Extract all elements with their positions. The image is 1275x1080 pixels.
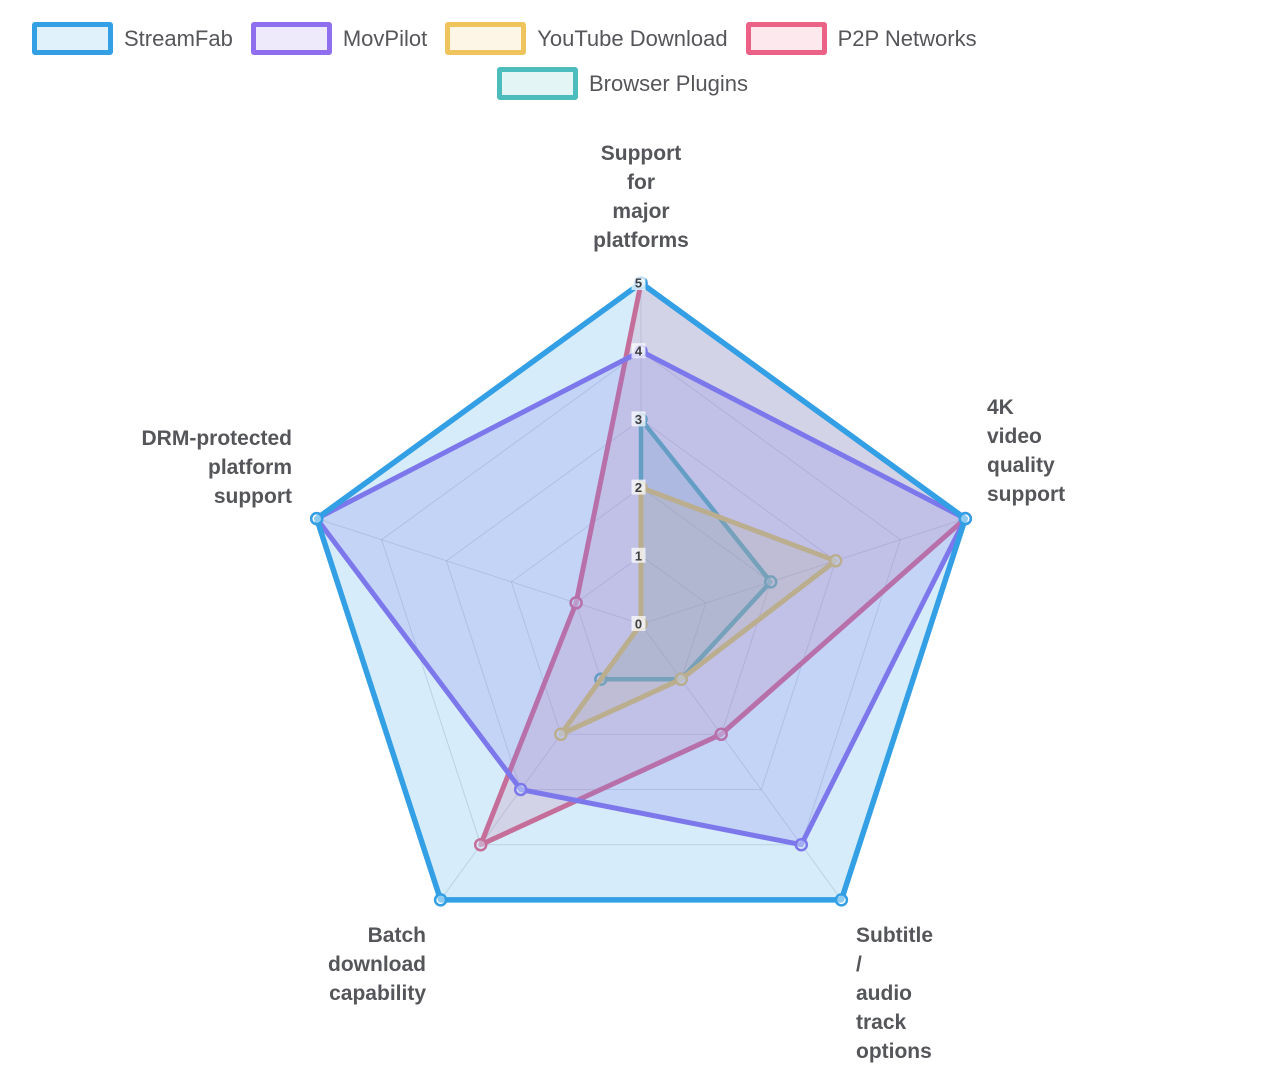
grid-ring-3 <box>445 418 837 790</box>
tick-label-4: 4 <box>635 344 643 359</box>
tick-backdrop-2 <box>631 479 646 495</box>
grid-ring-2 <box>510 486 772 735</box>
series-polygon-streamfab <box>313 280 969 903</box>
legend-swatch-youtube-download <box>445 22 527 55</box>
legend-label-streamfab: StreamFab <box>124 25 233 51</box>
legend-label-movpilot: MovPilot <box>342 25 428 51</box>
legend-label-p2p-networks: P2P Networks <box>837 25 977 51</box>
legend-swatch-browser-plugins <box>497 67 578 100</box>
chart-legend: StreamFab MovPilot YouTube Download P2P … <box>0 22 1275 100</box>
legend-item-streamfab[interactable]: StreamFab <box>32 22 233 55</box>
series-point-browser-plugins-axis-1[interactable] <box>763 575 778 589</box>
tick-backdrop-4 <box>631 343 646 359</box>
series-point-streamfab-axis-1[interactable] <box>958 511 973 526</box>
tick-label-3: 3 <box>635 412 642 427</box>
legend-item-youtube-download[interactable]: YouTube Download <box>445 22 728 55</box>
axis-label-subtitle-audio-track: Subtitle / audio track options <box>856 924 933 1063</box>
tick-backdrop-3 <box>631 411 646 427</box>
tick-label-1: 1 <box>635 548 642 563</box>
axis-label-batch-download: Batch download capability <box>328 924 426 1005</box>
axis-label-support-major-platforms: Support for major platforms <box>593 142 689 252</box>
series-point-youtube-download-axis-3[interactable] <box>554 727 568 742</box>
legend-row-1: StreamFab MovPilot YouTube Download P2P … <box>0 22 1275 55</box>
series-point-p2p-networks-axis-2[interactable] <box>714 727 728 742</box>
series-point-movpilot-axis-2[interactable] <box>794 837 809 852</box>
legend-label-browser-plugins: Browser Plugins <box>589 70 748 96</box>
legend-row-2: Browser Plugins <box>0 67 1275 100</box>
legend-item-browser-plugins[interactable]: Browser Plugins <box>497 67 748 100</box>
grid-spoke-4 <box>316 518 642 625</box>
tick-backdrop-1 <box>631 547 646 563</box>
tick-backdrop-5 <box>631 275 646 290</box>
tick-label-5: 5 <box>635 276 642 291</box>
series-point-p2p-networks-axis-4[interactable] <box>569 596 583 610</box>
tick-backdrop-0 <box>631 616 646 631</box>
series-polygon-youtube-download <box>558 485 839 737</box>
series-movpilot[interactable] <box>309 344 973 852</box>
legend-item-p2p-networks[interactable]: P2P Networks <box>745 22 977 55</box>
grid-spoke-2 <box>640 623 842 901</box>
series-point-p2p-networks-axis-3[interactable] <box>473 837 488 852</box>
series-polygon-movpilot <box>314 348 968 848</box>
legend-label-youtube-download: YouTube Download <box>537 25 728 51</box>
axis-label-4k-video-quality: 4K video quality support <box>987 396 1066 506</box>
legend-swatch-streamfab <box>32 22 113 55</box>
series-point-streamfab-axis-3[interactable] <box>433 893 448 907</box>
series-point-movpilot-axis-3[interactable] <box>513 782 528 797</box>
series-point-streamfab-axis-4[interactable] <box>309 511 324 526</box>
series-point-youtube-download-axis-2[interactable] <box>674 672 688 686</box>
series-streamfab[interactable] <box>309 276 973 907</box>
legend-item-movpilot[interactable]: MovPilot <box>250 22 428 55</box>
grid-ring-4 <box>381 350 901 846</box>
radial-tick-labels: 0 1 2 3 4 5 <box>631 275 646 632</box>
series-point-youtube-download-axis-1[interactable] <box>828 554 843 568</box>
grid-spoke-1 <box>640 518 966 625</box>
tick-label-0: 0 <box>635 617 642 632</box>
axis-label-drm-protected: DRM-protected platform support <box>141 427 293 508</box>
legend-swatch-p2p-networks <box>745 22 827 55</box>
legend-swatch-movpilot <box>250 22 332 55</box>
series-point-streamfab-axis-2[interactable] <box>834 893 849 907</box>
tick-label-2: 2 <box>635 480 642 495</box>
